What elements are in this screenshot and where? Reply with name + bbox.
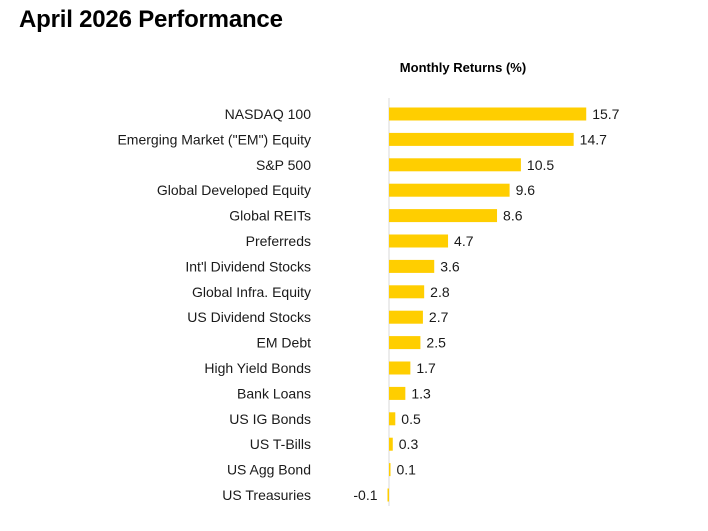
category-label: Global Developed Equity [157, 182, 311, 198]
category-label: Global REITs [229, 208, 311, 224]
value-label: 10.5 [527, 157, 554, 173]
page-title: April 2026 Performance [19, 6, 283, 33]
bar [389, 437, 393, 451]
value-label: 0.1 [397, 462, 417, 478]
value-label: 2.7 [429, 309, 449, 325]
bar [389, 361, 411, 375]
value-label: 9.6 [516, 182, 536, 198]
value-label: 0.3 [399, 436, 419, 452]
bar [389, 234, 449, 248]
chart-subtitle: Monthly Returns (%) [400, 60, 526, 75]
category-label: US T-Bills [250, 436, 311, 452]
category-label: Global Infra. Equity [192, 284, 311, 300]
value-label: 4.7 [454, 233, 474, 249]
category-label: Emerging Market ("EM") Equity [117, 131, 311, 147]
bar [387, 488, 389, 502]
category-label: NASDAQ 100 [225, 106, 312, 122]
category-label: High Yield Bonds [204, 360, 311, 376]
bar [389, 310, 423, 324]
bar [389, 158, 521, 172]
bar [389, 336, 421, 350]
bars-layer: NASDAQ 100 15.7 Emerging Market ("EM") Equ… [117, 106, 619, 503]
value-label: 1.3 [411, 385, 431, 401]
category-label: US Treasuries [222, 487, 311, 503]
value-label: 2.8 [430, 284, 450, 300]
category-label: US Agg Bond [227, 462, 311, 478]
bar [389, 412, 396, 426]
bar [389, 209, 498, 223]
value-label: -0.1 [353, 487, 377, 503]
category-label: Preferreds [246, 233, 311, 249]
bar [389, 259, 435, 273]
category-label: US Dividend Stocks [187, 309, 311, 325]
category-label: Int'l Dividend Stocks [185, 258, 311, 274]
value-label: 0.5 [401, 411, 421, 427]
value-label: 3.6 [440, 258, 460, 274]
category-label: Bank Loans [237, 385, 311, 401]
category-label: S&P 500 [256, 157, 311, 173]
value-label: 14.7 [580, 131, 607, 147]
bar [389, 285, 425, 299]
category-label: US IG Bonds [229, 411, 311, 427]
bar [389, 183, 510, 197]
bar [389, 386, 406, 400]
category-label: EM Debt [257, 335, 312, 351]
bar [389, 463, 391, 477]
bar [389, 132, 574, 146]
value-label: 15.7 [592, 106, 619, 122]
value-label: 1.7 [416, 360, 436, 376]
bar [389, 107, 587, 121]
value-label: 8.6 [503, 208, 523, 224]
value-label: 2.5 [426, 335, 446, 351]
